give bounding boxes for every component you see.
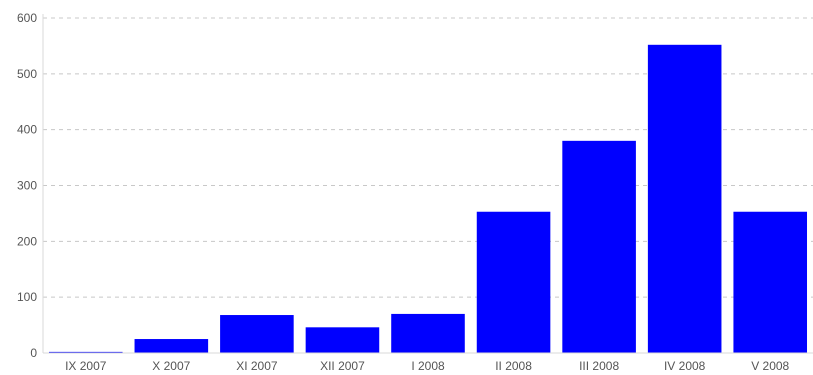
x-tick-label: XI 2007 xyxy=(236,359,278,373)
axes xyxy=(42,14,813,354)
x-tick-label: I 2008 xyxy=(411,359,445,373)
x-tick-label: IV 2008 xyxy=(664,359,706,373)
bar-2 xyxy=(134,339,209,353)
x-tick-label: V 2008 xyxy=(751,359,789,373)
y-tick-label: 600 xyxy=(17,11,37,25)
bar-7 xyxy=(562,140,636,353)
y-tick-label: 400 xyxy=(17,123,37,137)
y-tick-label: 100 xyxy=(17,290,37,304)
bars xyxy=(48,44,808,354)
y-tick-label: 200 xyxy=(17,234,37,248)
bar-8 xyxy=(647,44,722,354)
y-tick-label: 500 xyxy=(17,67,37,81)
bar-5 xyxy=(391,313,465,353)
x-tick-label: XII 2007 xyxy=(320,359,365,373)
bar-1 xyxy=(48,351,123,353)
bar-3 xyxy=(220,315,294,353)
x-tick-label: II 2008 xyxy=(495,359,532,373)
bar-4 xyxy=(305,327,380,353)
x-tick-label: III 2008 xyxy=(579,359,619,373)
x-tick-label: IX 2007 xyxy=(65,359,107,373)
bar-6 xyxy=(476,211,551,353)
x-tick-label: X 2007 xyxy=(152,359,190,373)
y-tick-labels: 0 100 200 300 400 500 600 xyxy=(17,11,37,360)
y-tick-label: 300 xyxy=(17,179,37,193)
x-tick-labels: IX 2007 X 2007 XI 2007 XII 2007 I 2008 II 200… xyxy=(65,359,789,373)
bar-9 xyxy=(733,211,808,353)
y-tick-label: 0 xyxy=(30,346,37,360)
